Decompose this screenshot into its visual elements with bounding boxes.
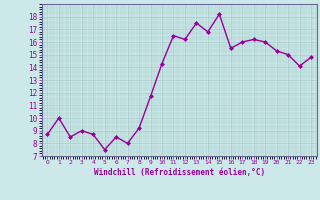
X-axis label: Windchill (Refroidissement éolien,°C): Windchill (Refroidissement éolien,°C): [94, 168, 265, 177]
